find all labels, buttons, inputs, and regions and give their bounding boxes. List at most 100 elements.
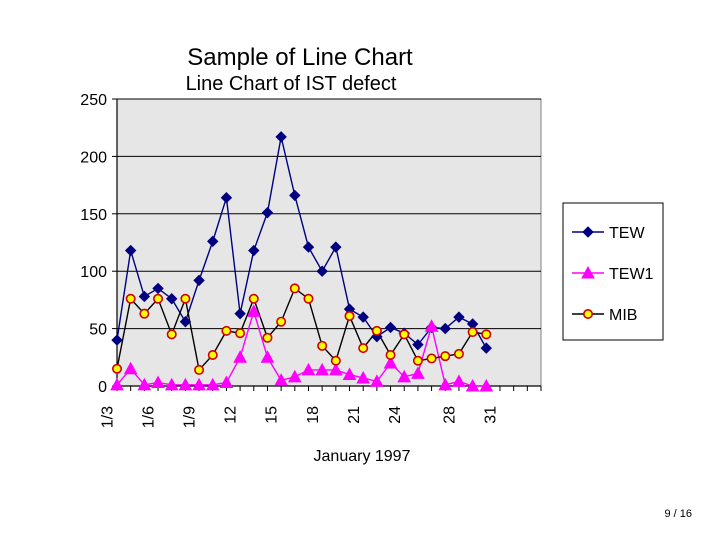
y-tick-label: 50 <box>89 322 107 339</box>
data-point-tew <box>275 131 287 143</box>
data-point-mib <box>358 343 369 354</box>
data-point-tew <box>480 342 492 354</box>
data-point-mib <box>207 350 218 361</box>
data-point-mib <box>303 293 314 304</box>
data-point-mib <box>412 355 423 366</box>
data-point-mib <box>194 364 205 375</box>
data-point-mib <box>317 340 328 351</box>
data-point-tew1 <box>151 375 165 389</box>
legend-marker-mib <box>582 308 593 319</box>
x-tick-label: 1/9 <box>182 406 199 428</box>
data-point-tew1 <box>315 362 330 376</box>
data-point-tew1 <box>123 361 138 375</box>
slide-title: Sample of Line Chart <box>187 44 413 71</box>
data-point-tew <box>330 241 342 253</box>
data-point-mib <box>440 351 451 362</box>
data-point-tew1 <box>301 362 316 376</box>
page-number: 9 / 16 <box>664 508 692 520</box>
data-point-mib <box>467 327 478 338</box>
data-point-tew1 <box>164 377 179 391</box>
x-tick-label: 31 <box>483 406 500 424</box>
data-point-tew1 <box>342 367 357 381</box>
x-axis-label: January 1997 <box>314 448 411 465</box>
data-point-mib <box>399 329 410 340</box>
x-tick-label: 1/6 <box>141 406 158 428</box>
data-point-tew1 <box>465 378 480 392</box>
data-point-tew1 <box>424 319 439 332</box>
data-point-tew <box>412 338 424 351</box>
series-line-tew <box>116 136 487 349</box>
data-point-mib <box>112 363 123 374</box>
data-point-mib <box>426 353 437 364</box>
data-point-mib <box>344 310 355 321</box>
data-point-mib <box>262 332 273 343</box>
legend-box <box>562 202 664 341</box>
data-point-tew <box>124 244 137 257</box>
data-point-tew1 <box>383 355 398 369</box>
data-point-tew1 <box>233 350 247 363</box>
data-point-mib <box>289 283 300 294</box>
data-point-tew <box>138 290 151 303</box>
series-line-mib <box>116 287 487 372</box>
data-point-tew <box>207 235 219 248</box>
data-point-mib <box>139 308 150 319</box>
y-tick-label: 0 <box>98 379 107 396</box>
x-tick-label: 28 <box>442 406 459 424</box>
y-tick-label: 200 <box>80 149 107 166</box>
x-tick-label: 1/3 <box>100 406 117 428</box>
legend-label-tew: TEW <box>609 225 645 242</box>
data-point-tew <box>302 241 315 253</box>
chart-title: Line Chart of IST defect <box>186 73 397 95</box>
data-point-tew1 <box>260 350 275 363</box>
data-point-tew1 <box>356 370 371 384</box>
data-point-tew <box>152 282 164 295</box>
data-point-mib <box>276 316 287 327</box>
data-point-tew <box>234 307 246 320</box>
data-point-mib <box>330 355 341 366</box>
x-tick-label: 15 <box>264 406 281 424</box>
data-point-tew <box>193 274 205 287</box>
data-point-mib <box>371 325 382 336</box>
data-point-tew1 <box>178 377 193 391</box>
data-point-tew1 <box>328 362 343 376</box>
data-point-tew1 <box>246 304 261 317</box>
legend-label-mib: MIB <box>609 307 637 324</box>
legend-marker-tew <box>582 226 594 238</box>
data-point-tew1 <box>219 375 234 389</box>
data-point-mib <box>248 293 259 304</box>
data-point-tew1 <box>397 369 412 383</box>
data-point-tew <box>453 311 465 323</box>
data-point-mib <box>453 348 464 359</box>
data-point-tew <box>316 265 328 277</box>
data-point-tew1 <box>287 369 302 383</box>
x-tick-label: 21 <box>346 406 363 424</box>
data-point-tew1 <box>110 377 124 391</box>
data-point-tew <box>166 293 178 305</box>
series-line-tew1 <box>116 308 487 387</box>
data-point-tew <box>111 334 123 346</box>
data-point-mib <box>125 293 136 304</box>
data-point-mib <box>180 293 191 304</box>
data-point-tew1 <box>479 378 494 392</box>
data-point-tew <box>357 311 369 323</box>
data-point-tew1 <box>438 377 453 391</box>
x-tick-label: 12 <box>223 406 240 424</box>
data-point-tew1 <box>411 366 425 379</box>
legend-marker-tew1 <box>581 265 595 279</box>
data-point-mib <box>153 293 164 304</box>
data-point-tew <box>179 316 192 328</box>
data-point-tew <box>439 322 451 335</box>
data-point-mib <box>385 350 396 361</box>
data-point-tew1 <box>192 377 206 391</box>
data-point-mib <box>166 329 177 340</box>
data-point-tew <box>289 189 301 202</box>
plot-area <box>116 98 542 387</box>
data-point-tew1 <box>370 374 384 387</box>
x-tick-label: 24 <box>387 406 404 424</box>
y-tick-label: 150 <box>80 207 107 224</box>
data-point-tew <box>248 244 260 257</box>
data-point-tew1 <box>205 377 220 391</box>
data-point-tew1 <box>274 373 288 386</box>
